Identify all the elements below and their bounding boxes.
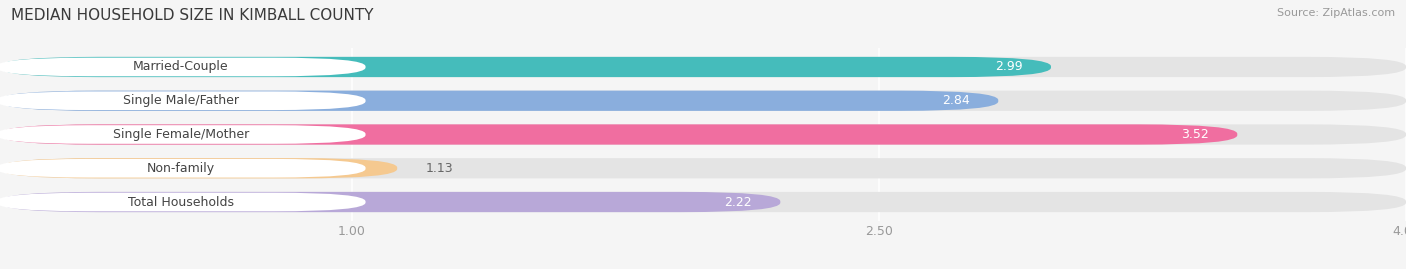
FancyBboxPatch shape — [0, 124, 1406, 145]
FancyBboxPatch shape — [0, 192, 1406, 212]
FancyBboxPatch shape — [0, 192, 780, 212]
FancyBboxPatch shape — [0, 91, 366, 110]
FancyBboxPatch shape — [0, 91, 1406, 111]
FancyBboxPatch shape — [0, 58, 366, 76]
FancyBboxPatch shape — [0, 91, 998, 111]
Text: Source: ZipAtlas.com: Source: ZipAtlas.com — [1277, 8, 1395, 18]
Text: 2.99: 2.99 — [995, 61, 1024, 73]
Text: Total Households: Total Households — [128, 196, 233, 208]
Text: Single Female/Mother: Single Female/Mother — [112, 128, 249, 141]
FancyBboxPatch shape — [0, 158, 1406, 178]
FancyBboxPatch shape — [0, 158, 396, 178]
Text: Married-Couple: Married-Couple — [134, 61, 229, 73]
Text: 2.22: 2.22 — [724, 196, 752, 208]
FancyBboxPatch shape — [0, 124, 1237, 145]
FancyBboxPatch shape — [0, 57, 1052, 77]
FancyBboxPatch shape — [0, 193, 366, 211]
FancyBboxPatch shape — [0, 159, 366, 178]
Text: 2.84: 2.84 — [942, 94, 970, 107]
FancyBboxPatch shape — [0, 57, 1406, 77]
Text: Single Male/Father: Single Male/Father — [122, 94, 239, 107]
Text: 1.13: 1.13 — [425, 162, 453, 175]
Text: 3.52: 3.52 — [1181, 128, 1209, 141]
FancyBboxPatch shape — [0, 125, 366, 144]
Text: Non-family: Non-family — [148, 162, 215, 175]
Text: MEDIAN HOUSEHOLD SIZE IN KIMBALL COUNTY: MEDIAN HOUSEHOLD SIZE IN KIMBALL COUNTY — [11, 8, 374, 23]
